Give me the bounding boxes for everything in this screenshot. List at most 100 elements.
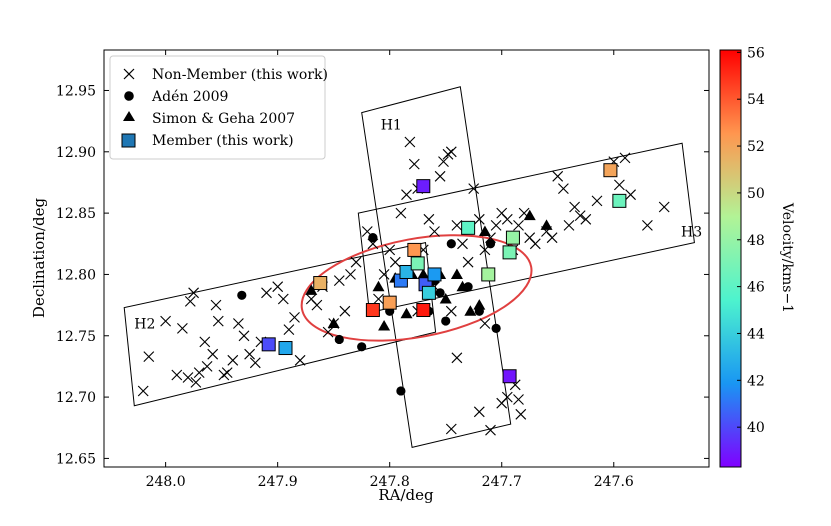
- non-member-point: [445, 146, 457, 158]
- legend-item-member: Member (this work): [121, 133, 294, 149]
- aden-point: [441, 316, 451, 326]
- non-member-point: [227, 354, 239, 366]
- simon-geha-point: [523, 209, 536, 221]
- non-member-point: [619, 152, 631, 164]
- member-point: [502, 369, 517, 384]
- simon-geha-point: [464, 305, 477, 316]
- non-member-point: [473, 213, 485, 225]
- region-label-h1: H1: [381, 118, 402, 134]
- y-tick-label: 12.70: [56, 390, 96, 406]
- aden-point: [491, 323, 501, 334]
- colorbar-label: Velocity/kms−1: [779, 202, 795, 313]
- non-member-point: [277, 293, 289, 305]
- non-member-point: [212, 315, 224, 327]
- colorbar-tick-label: 44: [747, 326, 765, 342]
- points-layer: [137, 136, 670, 436]
- region-label-h3: H3: [681, 224, 702, 240]
- member-point: [416, 303, 431, 318]
- non-member-point: [188, 287, 199, 299]
- non-member-point: [468, 183, 480, 194]
- simon-geha-point: [450, 268, 463, 279]
- aden-point: [334, 334, 344, 345]
- member-point: [416, 179, 431, 194]
- member-point: [382, 295, 397, 310]
- legend-circle-marker: [124, 91, 134, 101]
- simon-geha-point: [439, 292, 452, 304]
- non-member-point: [350, 256, 362, 268]
- colorbar-tick-label: 50: [747, 186, 765, 202]
- colorbar-ticks: 40 42 44 46 48 50 52 54 56: [737, 45, 765, 436]
- simon-geha-point: [372, 280, 385, 292]
- non-member-point: [625, 189, 636, 201]
- non-member-point: [490, 220, 502, 231]
- member-point: [407, 242, 422, 257]
- ellipse-layer: [300, 234, 533, 342]
- non-member-point: [177, 323, 188, 334]
- legend: Non-Member (this work) Adén 2009 Simon &…: [109, 55, 328, 160]
- non-member-point: [171, 369, 183, 381]
- member-point: [427, 267, 442, 282]
- legend-square-marker: [121, 133, 136, 148]
- non-member-point: [451, 220, 463, 231]
- region-h3: [357, 142, 695, 314]
- legend-item-non-member: Non-Member (this work): [123, 67, 328, 83]
- non-member-point: [552, 170, 564, 182]
- non-member-point: [249, 357, 261, 369]
- simon-geha-point: [378, 319, 391, 331]
- non-member-point: [190, 377, 202, 388]
- member-point: [410, 256, 425, 271]
- non-member-point: [438, 156, 449, 167]
- non-member-point: [513, 394, 524, 405]
- y-tick-label: 12.75: [56, 329, 96, 345]
- aden-point: [396, 386, 406, 396]
- non-member-point: [546, 232, 558, 244]
- legend-label-non-member: Non-Member (this work): [152, 67, 328, 83]
- y-tick-label: 12.90: [56, 145, 96, 161]
- non-member-point: [429, 226, 440, 237]
- non-member-point: [210, 299, 222, 311]
- non-member-point: [580, 213, 592, 225]
- non-member-point: [238, 330, 250, 342]
- colorbar: 40 42 44 46 48 50 52 54 56 Velocity/kms−1: [719, 45, 795, 468]
- non-member-point: [574, 210, 586, 221]
- non-member-point: [658, 201, 670, 213]
- legend-x-marker: [123, 68, 135, 80]
- non-member-point: [233, 318, 244, 329]
- non-member-point: [378, 269, 390, 280]
- simon-geha-point: [327, 317, 340, 329]
- legend-label-simon-geha: Simon & Geha 2007: [152, 111, 295, 127]
- non-member-point: [485, 424, 496, 436]
- non-member-point: [261, 287, 272, 299]
- colorbar-tick-label: 40: [747, 420, 765, 436]
- non-member-point: [501, 213, 513, 225]
- x-axis: 248.0 247.9 247.8 247.7 247.6: [146, 50, 634, 490]
- member-point: [612, 193, 627, 208]
- y-axis: 12.65 12.70 12.75 12.80 12.85 12.90 12.95: [56, 83, 709, 467]
- non-member-point: [199, 336, 211, 348]
- region-h1: [361, 86, 512, 449]
- member-point: [505, 230, 520, 245]
- colorbar-tick-label: 42: [747, 373, 765, 389]
- non-member-point: [272, 281, 284, 293]
- non-member-point: [311, 299, 323, 311]
- x-axis-label: RA/deg: [378, 486, 434, 504]
- simon-geha-point: [478, 225, 491, 237]
- y-tick-label: 12.80: [56, 267, 96, 283]
- aden-point: [446, 239, 456, 249]
- non-member-point: [218, 369, 230, 381]
- non-member-point: [244, 348, 255, 360]
- member-point: [261, 337, 276, 352]
- non-member-point: [389, 256, 401, 268]
- member-point: [603, 163, 618, 178]
- non-member-point: [294, 354, 306, 366]
- x-tick-label: 247.6: [594, 474, 634, 490]
- plot-frame: [103, 49, 710, 468]
- non-member-point: [207, 348, 219, 360]
- non-member-point: [434, 170, 446, 182]
- region-label-h2: H2: [134, 316, 155, 332]
- non-member-point: [289, 312, 300, 323]
- colorbar-gradient: [719, 49, 742, 468]
- non-member-point: [513, 220, 524, 231]
- non-member-point: [501, 391, 513, 403]
